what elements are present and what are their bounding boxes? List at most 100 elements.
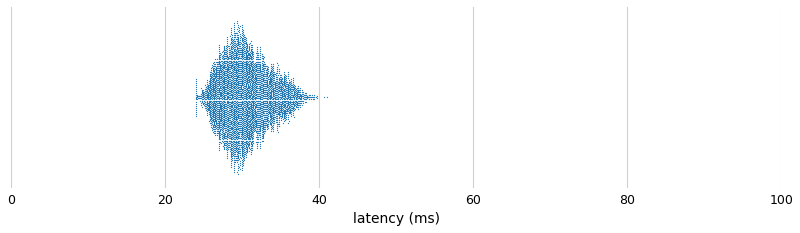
Point — [263, 80, 276, 84]
Point — [229, 86, 242, 90]
Point — [247, 97, 260, 100]
Point — [210, 70, 223, 74]
Point — [244, 39, 257, 43]
Point — [264, 96, 277, 99]
Point — [227, 145, 240, 149]
Point — [280, 103, 293, 106]
Point — [280, 107, 293, 111]
Point — [271, 73, 284, 77]
Point — [236, 153, 249, 157]
Point — [300, 96, 313, 99]
Point — [279, 111, 292, 115]
Point — [205, 117, 218, 121]
Point — [227, 122, 240, 126]
Point — [240, 105, 253, 109]
Point — [252, 134, 265, 137]
Point — [230, 101, 243, 104]
Point — [238, 127, 250, 131]
Point — [194, 95, 207, 98]
Point — [199, 89, 212, 93]
Point — [260, 86, 273, 90]
Point — [250, 81, 262, 85]
Point — [260, 119, 273, 123]
Point — [203, 121, 216, 125]
Point — [230, 84, 243, 88]
Point — [249, 71, 262, 75]
Point — [213, 61, 226, 65]
Point — [275, 105, 288, 109]
Point — [213, 58, 226, 61]
Point — [234, 52, 246, 56]
Point — [278, 81, 290, 85]
Point — [211, 90, 224, 94]
Point — [242, 119, 255, 123]
Point — [216, 123, 229, 127]
Point — [260, 72, 273, 76]
Point — [250, 56, 262, 59]
Point — [242, 120, 255, 124]
Point — [283, 80, 296, 84]
Point — [281, 90, 294, 94]
Point — [217, 51, 230, 55]
Point — [258, 109, 271, 113]
Point — [265, 90, 278, 94]
Point — [217, 62, 230, 65]
Point — [246, 131, 258, 135]
Point — [275, 84, 288, 88]
Point — [208, 93, 221, 96]
Point — [223, 73, 236, 77]
Point — [237, 67, 250, 71]
Point — [219, 137, 232, 140]
Point — [250, 80, 263, 84]
Point — [230, 76, 242, 80]
Point — [250, 76, 263, 80]
Point — [238, 68, 250, 72]
Point — [248, 125, 261, 129]
Point — [275, 95, 288, 98]
Point — [215, 83, 228, 87]
Point — [255, 120, 268, 124]
Point — [272, 105, 285, 109]
Point — [227, 115, 240, 119]
Point — [223, 83, 236, 87]
Point — [241, 93, 254, 97]
Point — [220, 77, 233, 81]
Point — [261, 100, 274, 103]
Point — [228, 123, 241, 127]
Point — [249, 85, 262, 89]
Point — [227, 139, 240, 142]
Point — [222, 118, 235, 122]
Point — [218, 108, 230, 112]
Point — [269, 83, 282, 87]
Point — [206, 125, 219, 129]
Point — [239, 86, 252, 90]
Point — [227, 160, 240, 164]
Point — [216, 71, 229, 75]
Point — [278, 79, 291, 83]
Point — [230, 51, 242, 54]
Point — [298, 96, 311, 99]
Point — [266, 112, 278, 116]
Point — [235, 105, 248, 109]
Point — [207, 68, 220, 72]
Point — [234, 114, 247, 118]
Point — [228, 54, 241, 57]
Point — [216, 89, 229, 93]
Point — [284, 81, 297, 85]
Point — [259, 74, 272, 78]
Point — [270, 118, 282, 122]
Point — [235, 127, 248, 131]
Point — [229, 123, 242, 127]
Point — [199, 106, 212, 110]
Point — [199, 108, 212, 112]
Point — [194, 97, 207, 100]
Point — [226, 151, 239, 155]
Point — [287, 107, 300, 111]
Point — [253, 138, 266, 141]
Point — [231, 142, 244, 145]
Point — [235, 131, 248, 135]
Point — [214, 60, 226, 63]
Point — [266, 118, 278, 122]
Point — [218, 139, 230, 142]
Point — [249, 89, 262, 93]
